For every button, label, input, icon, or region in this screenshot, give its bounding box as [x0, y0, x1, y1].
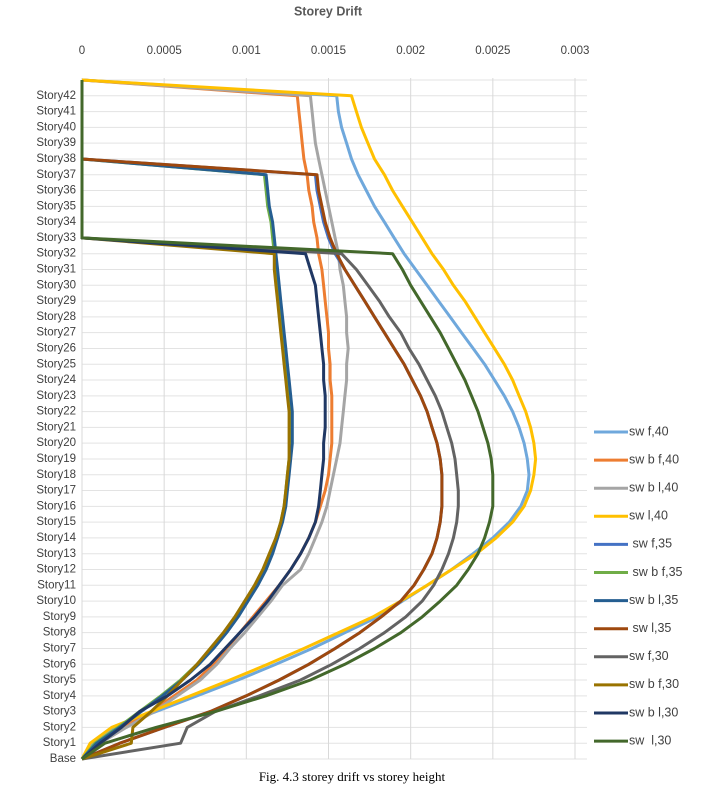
y-tick-label: Story29 [36, 295, 76, 307]
legend-label: sw f,30 [629, 649, 669, 663]
y-tick-label: Story42 [36, 90, 76, 102]
y-tick-label: Story22 [36, 406, 76, 418]
y-tick-label: Story23 [36, 390, 76, 402]
y-tick-label: Story35 [36, 200, 76, 212]
x-tick-label: 0.0025 [475, 45, 510, 57]
y-tick-label: Story15 [36, 516, 76, 528]
legend-label: sw b f,30 [629, 677, 679, 691]
y-tick-label: Story3 [43, 706, 76, 718]
legend-label: sw b f,35 [629, 565, 683, 579]
y-tick-label: Story40 [36, 121, 76, 133]
y-tick-label: Story25 [36, 358, 76, 370]
y-tick-label: Story14 [36, 532, 76, 544]
y-tick-label: Story30 [36, 279, 76, 291]
legend-label: sw f,35 [629, 537, 672, 551]
legend-label: sw b l,35 [629, 593, 678, 607]
x-tick-label: 0.002 [396, 45, 425, 57]
y-tick-label: Story31 [36, 264, 76, 276]
y-tick-label: Story12 [36, 564, 76, 576]
legend-label: sw b f,40 [629, 452, 679, 466]
legend-label: sw l,40 [629, 509, 668, 523]
y-tick-label: Story8 [43, 627, 76, 639]
legend-label: sw l,35 [629, 621, 671, 635]
caption: Fig. 4.3 storey drift vs storey height [259, 769, 446, 784]
y-tick-label: Story9 [43, 611, 76, 623]
legend-label: sw l,30 [629, 733, 671, 747]
y-tick-label: Story6 [43, 658, 76, 670]
y-tick-label: Story24 [36, 374, 76, 386]
y-tick-label: Story1 [43, 737, 76, 749]
legend-label: sw f,40 [629, 424, 669, 438]
y-tick-label: Story11 [37, 579, 76, 591]
y-tick-label: Story39 [36, 137, 76, 149]
y-tick-label: Story18 [36, 469, 76, 481]
x-tick-label: 0.003 [561, 45, 590, 57]
series-line [80, 80, 460, 761]
y-tick-label: Story32 [36, 248, 76, 260]
series-line [80, 78, 531, 760]
series-line [80, 80, 293, 760]
legend-label: sw b l,40 [629, 480, 678, 494]
chart-title: Storey Drift [294, 4, 363, 18]
y-tick-label: Story33 [36, 232, 76, 244]
y-tick-label: Story20 [36, 437, 76, 449]
series-line [80, 80, 444, 761]
y-tick-label: Story19 [36, 453, 76, 465]
x-tick-label: 0.0015 [311, 45, 346, 57]
y-tick-label: Story2 [43, 721, 76, 733]
y-tick-label: Story13 [36, 548, 76, 560]
y-tick-label: Story5 [43, 674, 76, 686]
series-line [80, 80, 294, 761]
x-tick-label: 0.001 [232, 45, 261, 57]
y-tick-label: Story16 [36, 500, 76, 512]
y-tick-label: Base [50, 753, 76, 765]
y-tick-label: Story37 [36, 169, 76, 181]
y-tick-label: Story36 [36, 185, 76, 197]
y-tick-label: Story21 [36, 421, 76, 433]
legend-label: sw b l,30 [629, 705, 678, 719]
y-tick-label: Story41 [36, 106, 76, 118]
y-tick-label: Story28 [36, 311, 76, 323]
y-tick-label: Story26 [36, 342, 76, 354]
series-line [81, 78, 350, 761]
series-line [80, 80, 291, 761]
y-tick-label: Story38 [36, 153, 76, 165]
x-tick-label: 0.0005 [147, 45, 182, 57]
y-tick-label: Story7 [43, 642, 76, 654]
y-tick-label: Story27 [36, 327, 76, 339]
y-tick-label: Story34 [36, 216, 76, 228]
y-tick-label: Story4 [43, 690, 77, 702]
y-tick-label: Story10 [36, 595, 76, 607]
y-tick-label: Story17 [36, 485, 76, 497]
series-line [80, 78, 538, 760]
series-line [80, 80, 495, 761]
x-tick-label: 0 [79, 45, 85, 57]
